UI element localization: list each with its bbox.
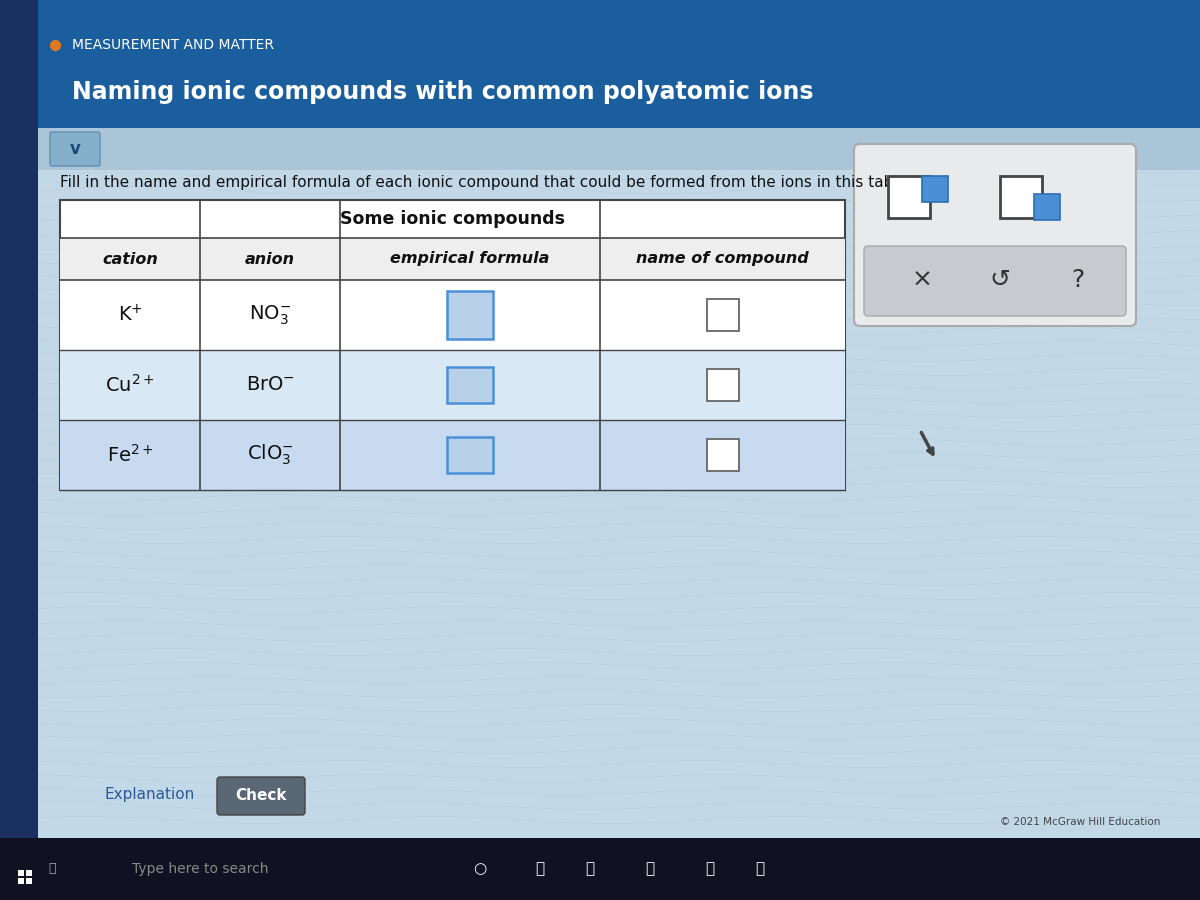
Bar (0, 0, 1200, 130)
Text: © 2021 McGraw Hill Education: © 2021 McGraw Hill Education (1000, 817, 1160, 827)
Text: ⬛: ⬛ (535, 861, 545, 877)
Bar (60, 200, 845, 490)
Bar (60, 238, 845, 280)
Bar (0, 838, 1200, 900)
Text: Cu$^{2+}$: Cu$^{2+}$ (106, 374, 155, 396)
Bar (888, 176, 930, 218)
Text: name of compound: name of compound (636, 251, 809, 266)
Bar (1000, 176, 1042, 218)
Text: BrO$^{-}$: BrO$^{-}$ (246, 375, 294, 394)
Text: K$^{+}$: K$^{+}$ (118, 304, 143, 326)
Bar (446, 291, 493, 339)
Bar (26, 870, 32, 876)
Text: NO$_3^{-}$: NO$_3^{-}$ (248, 303, 292, 327)
Text: Check: Check (235, 788, 287, 804)
Bar (60, 280, 845, 350)
Text: Explanation: Explanation (106, 788, 196, 803)
Bar (707, 439, 738, 471)
Bar (922, 176, 948, 202)
Bar (38, 170, 1200, 840)
Text: ⬛: ⬛ (706, 861, 714, 877)
Text: ClO$_3^{-}$: ClO$_3^{-}$ (247, 443, 293, 467)
Text: empirical formula: empirical formula (390, 251, 550, 266)
Text: cation: cation (102, 251, 158, 266)
Bar (0, 0, 38, 840)
Text: 🎵: 🎵 (586, 861, 594, 877)
Text: Type here to search: Type here to search (132, 862, 269, 876)
Bar (60, 420, 845, 490)
Bar (38, 128, 1200, 170)
Text: Fe$^{2+}$: Fe$^{2+}$ (107, 444, 154, 466)
Text: Fill in the name and empirical formula of each ionic compound that could be form: Fill in the name and empirical formula o… (60, 176, 912, 191)
Bar (18, 870, 24, 876)
Text: ⬛: ⬛ (646, 861, 654, 877)
Text: ○: ○ (473, 861, 487, 877)
Text: ↺: ↺ (990, 268, 1010, 292)
Text: ×: × (912, 268, 932, 292)
Bar (1034, 194, 1060, 220)
Bar (26, 878, 32, 884)
Text: 🔍: 🔍 (48, 862, 55, 876)
Text: ⬛: ⬛ (756, 861, 764, 877)
Bar (707, 369, 738, 401)
Text: Some ionic compounds: Some ionic compounds (340, 210, 565, 228)
FancyBboxPatch shape (217, 777, 305, 815)
Text: ?: ? (1072, 268, 1085, 292)
Text: anion: anion (245, 251, 295, 266)
Text: MEASUREMENT AND MATTER: MEASUREMENT AND MATTER (72, 38, 274, 52)
Bar (446, 437, 493, 473)
FancyBboxPatch shape (854, 144, 1136, 326)
FancyBboxPatch shape (864, 246, 1126, 316)
Bar (707, 299, 738, 331)
Text: v: v (70, 140, 80, 158)
Bar (446, 367, 493, 403)
Text: Naming ionic compounds with common polyatomic ions: Naming ionic compounds with common polya… (72, 80, 814, 104)
FancyBboxPatch shape (50, 132, 100, 166)
Bar (60, 350, 845, 420)
Bar (18, 878, 24, 884)
